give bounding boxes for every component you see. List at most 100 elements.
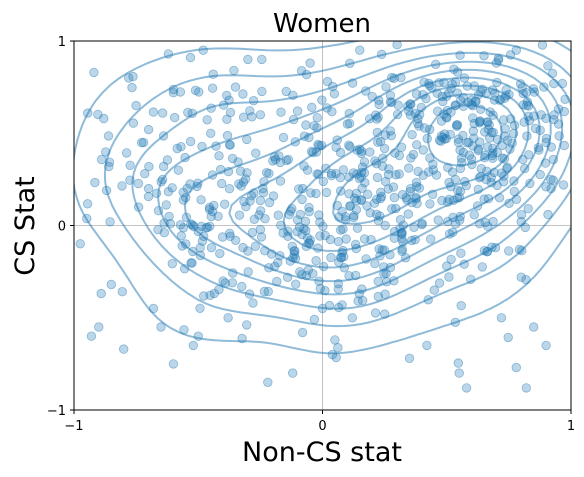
scatter-point (495, 95, 505, 105)
scatter-point (188, 246, 198, 257)
scatter-point (446, 83, 456, 94)
gridlines (74, 41, 571, 410)
scatter-point (352, 223, 363, 233)
density-contours (74, 41, 571, 355)
scatter-point (453, 137, 464, 148)
scatter-point (434, 78, 444, 88)
scatter-point (311, 188, 321, 199)
scatter-point (521, 87, 532, 98)
scatter-point (336, 225, 346, 235)
scatter-point (214, 284, 224, 295)
scatter-point (407, 197, 417, 208)
scatter-point (382, 277, 392, 287)
scatter-point (312, 123, 322, 133)
scatter-point (493, 55, 504, 65)
scatter-point (237, 281, 247, 292)
scatter-point (259, 286, 270, 297)
scatter-point (448, 212, 458, 223)
scatter-point (295, 267, 305, 277)
scatter-point (389, 73, 400, 84)
scatter-point (247, 227, 258, 238)
scatter-point (443, 162, 453, 173)
scatter-point (496, 168, 507, 178)
scatter-point (264, 263, 274, 273)
scatter-point (541, 133, 552, 144)
scatter-point (379, 269, 389, 279)
scatter-point (413, 113, 423, 124)
scatter-point (469, 118, 479, 129)
scatter-point (312, 113, 323, 123)
scatter-point (437, 195, 447, 206)
scatter-point (454, 192, 465, 203)
scatter-point (365, 114, 375, 124)
scatter-point (362, 201, 372, 211)
scatter-point (158, 161, 169, 172)
scatter-point (408, 149, 419, 160)
scatter-point (466, 154, 477, 164)
scatter-point (333, 284, 344, 294)
scatter-point (404, 106, 414, 116)
density-contour-line (103, 41, 571, 328)
scatter-point (337, 247, 347, 258)
scatter-point (421, 93, 431, 104)
scatter-point (375, 211, 385, 221)
scatter-point (365, 208, 375, 218)
scatter-point (553, 119, 564, 129)
scatter-point (321, 163, 331, 174)
scatter-point (260, 245, 270, 256)
scatter-point (157, 174, 168, 185)
scatter-point (396, 229, 407, 239)
scatter-point (163, 49, 174, 59)
scatter-point (299, 161, 309, 171)
scatter-point (520, 222, 531, 233)
scatter-point (473, 184, 483, 195)
scatter-point (195, 250, 206, 261)
scatter-point (198, 231, 209, 242)
scatter-point (412, 181, 422, 192)
scatter-point (490, 242, 501, 253)
scatter-point (410, 234, 420, 245)
scatter-point (193, 331, 204, 341)
scatter-point (128, 118, 139, 128)
scatter-point (409, 222, 419, 233)
y-tick-label: 0 (58, 220, 66, 235)
scatter-point (344, 189, 354, 199)
scatter-point (315, 217, 325, 227)
scatter-point (444, 272, 454, 282)
scatter-point (480, 150, 490, 161)
scatter-point (410, 108, 420, 119)
scatter-point (479, 51, 489, 61)
scatter-point (318, 176, 329, 187)
scatter-point (359, 168, 370, 178)
scatter-point (161, 200, 172, 210)
scatter-point (518, 100, 529, 110)
scatter-point (241, 320, 252, 330)
scatter-point (257, 54, 267, 65)
scatter-point (251, 148, 261, 158)
scatter-point (290, 246, 300, 256)
scatter-point (405, 99, 415, 109)
scatter-point (237, 333, 247, 344)
scatter-point (304, 238, 315, 248)
scatter-point (248, 298, 258, 308)
scatter-point (299, 131, 310, 141)
scatter-point (206, 211, 216, 222)
scatter-point (472, 201, 483, 211)
scatter-point (117, 287, 128, 297)
scatter-point (356, 146, 367, 156)
scatter-point (101, 185, 112, 196)
scatter-point (496, 313, 507, 323)
scatter-point (278, 132, 289, 143)
scatter-point (535, 169, 545, 180)
scatter-point (484, 120, 494, 130)
scatter-point (459, 259, 469, 269)
scatter-point (414, 183, 425, 193)
scatter-point (406, 99, 416, 110)
scatter-point (541, 182, 551, 192)
scatter-point (439, 134, 450, 144)
scatter-point (193, 178, 203, 188)
scatter-point (125, 160, 135, 171)
scatter-point (305, 58, 315, 68)
scatter-point (381, 82, 391, 92)
scatter-point (227, 153, 238, 164)
